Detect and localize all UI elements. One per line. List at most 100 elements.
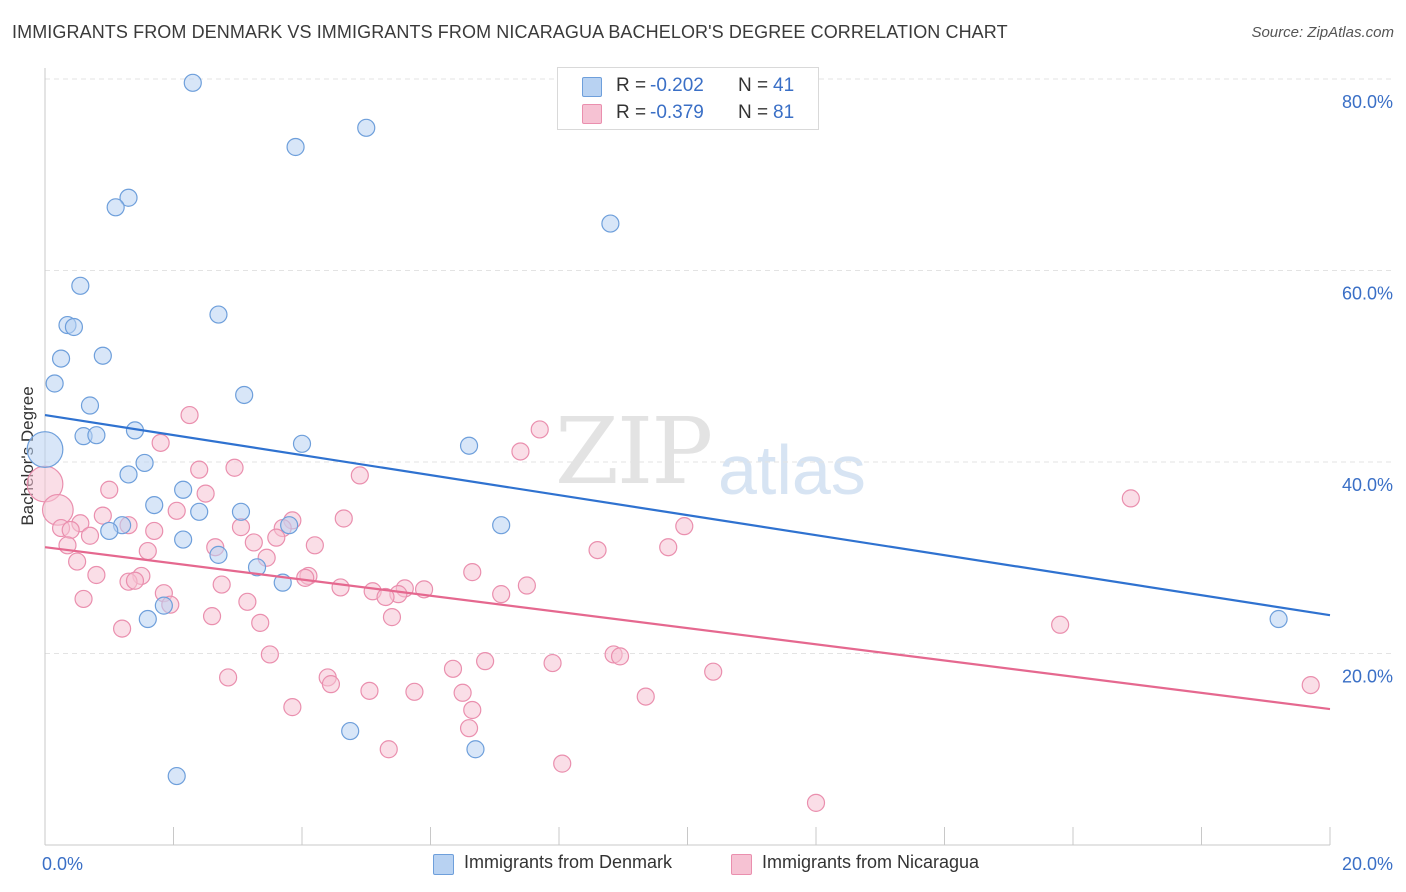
denmark-point — [80, 396, 100, 415]
nicaragua-point — [543, 653, 562, 673]
nicaragua-point — [305, 536, 324, 555]
nicaragua-point — [1051, 615, 1070, 634]
denmark-point — [64, 317, 84, 337]
bottom-swatch-denmark — [433, 854, 454, 875]
grid-lines — [45, 78, 1395, 654]
nicaragua-point — [492, 585, 511, 604]
nicaragua-point — [610, 647, 630, 666]
bottom-swatch-nicaragua — [731, 854, 752, 875]
nicaragua-point — [74, 589, 93, 609]
nicaragua-point — [112, 619, 132, 638]
denmark-point — [601, 214, 620, 233]
nicaragua-point — [87, 565, 106, 585]
nicaragua-point — [331, 578, 350, 597]
nicaragua-point — [530, 420, 549, 439]
nicaragua-point — [1121, 489, 1140, 508]
nicaragua-point — [61, 520, 80, 540]
nicaragua-point — [180, 405, 199, 425]
nicaragua-point — [463, 700, 482, 720]
nicaragua-point — [267, 528, 286, 547]
nicaragua-point — [376, 587, 395, 607]
series-nicaragua-points — [26, 405, 1320, 812]
denmark-point — [1269, 609, 1288, 629]
legend-n-label: N = — [738, 75, 769, 96]
nicaragua-point — [675, 517, 694, 536]
nicaragua-point — [190, 460, 209, 479]
nicaragua-point — [379, 740, 398, 759]
nicaragua-point — [517, 576, 536, 595]
denmark-point — [209, 305, 228, 324]
denmark-point — [209, 545, 228, 564]
nicaragua-point — [80, 526, 100, 545]
nicaragua-point — [476, 652, 495, 671]
denmark-point — [174, 530, 193, 549]
x-tick-label: 0.0% — [42, 854, 83, 874]
nicaragua-point — [296, 568, 315, 587]
denmark-point — [51, 349, 71, 368]
denmark-point — [45, 374, 64, 393]
nicaragua-point — [212, 575, 231, 594]
nicaragua-point — [659, 538, 678, 557]
denmark-point — [183, 73, 202, 92]
denmark-point — [100, 521, 119, 541]
denmark-point — [145, 495, 164, 515]
denmark-point — [466, 740, 485, 759]
nicaragua-point — [68, 552, 87, 571]
nicaragua-point — [167, 501, 186, 520]
y-tick-label: 60.0% — [1342, 284, 1393, 304]
legend-n-value: 41 — [773, 75, 795, 96]
bottom-legend-label-nicaragua: Immigrants from Nicaragua — [762, 852, 980, 872]
nicaragua-point — [806, 793, 826, 812]
nicaragua-point — [260, 645, 279, 664]
nicaragua-point — [334, 509, 353, 528]
nicaragua-point — [283, 698, 302, 717]
nicaragua-point — [251, 613, 270, 632]
nicaragua-point — [453, 683, 472, 702]
denmark-point — [87, 426, 106, 445]
nicaragua-point — [1301, 675, 1320, 695]
denmark-point — [71, 276, 90, 295]
watermark-atlas: atlas — [718, 431, 866, 509]
y-tick-label: 80.0% — [1342, 92, 1393, 112]
denmark-point — [154, 596, 173, 615]
nicaragua-point — [225, 458, 244, 477]
nicaragua-point — [231, 518, 251, 537]
denmark-point — [247, 558, 267, 577]
trend-lines — [44, 413, 1331, 711]
denmark-point — [119, 465, 138, 484]
denmark-point — [459, 436, 479, 455]
correlation-legend: R = -0.202 N = 41 R = -0.379 N = 81 — [557, 67, 819, 130]
nicaragua-trend-line — [44, 546, 1331, 711]
legend-swatch-denmark — [582, 77, 602, 97]
denmark-point — [341, 721, 360, 741]
nicaragua-point — [125, 571, 145, 590]
bottom-legend-label-denmark: Immigrants from Denmark — [464, 852, 673, 872]
denmark-point — [357, 118, 376, 137]
legend-n-label: N = — [738, 102, 769, 123]
nicaragua-point — [202, 607, 222, 626]
axes — [44, 68, 1331, 846]
nicaragua-point — [238, 592, 257, 611]
legend-r-label: R = — [616, 102, 647, 123]
nicaragua-point — [219, 668, 238, 687]
legend-r-value: -0.379 — [650, 102, 704, 123]
denmark-trend-line — [44, 413, 1331, 617]
legend-swatch-nicaragua — [582, 104, 602, 124]
nicaragua-point — [511, 442, 530, 461]
nicaragua-point — [405, 682, 424, 701]
nicaragua-point — [196, 484, 215, 503]
denmark-point — [135, 453, 154, 473]
nicaragua-point — [463, 563, 482, 582]
nicaragua-point — [636, 687, 655, 706]
denmark-point — [286, 137, 305, 157]
nicaragua-point — [588, 540, 607, 560]
denmark-point — [190, 502, 209, 521]
source-credit: Source: ZipAtlas.com — [1251, 24, 1394, 41]
nicaragua-point — [100, 480, 119, 499]
denmark-point — [119, 188, 138, 207]
denmark-point — [280, 516, 299, 535]
nicaragua-point — [145, 521, 164, 541]
denmark-point — [138, 609, 157, 629]
x-tick-label: 20.0% — [1342, 854, 1393, 874]
